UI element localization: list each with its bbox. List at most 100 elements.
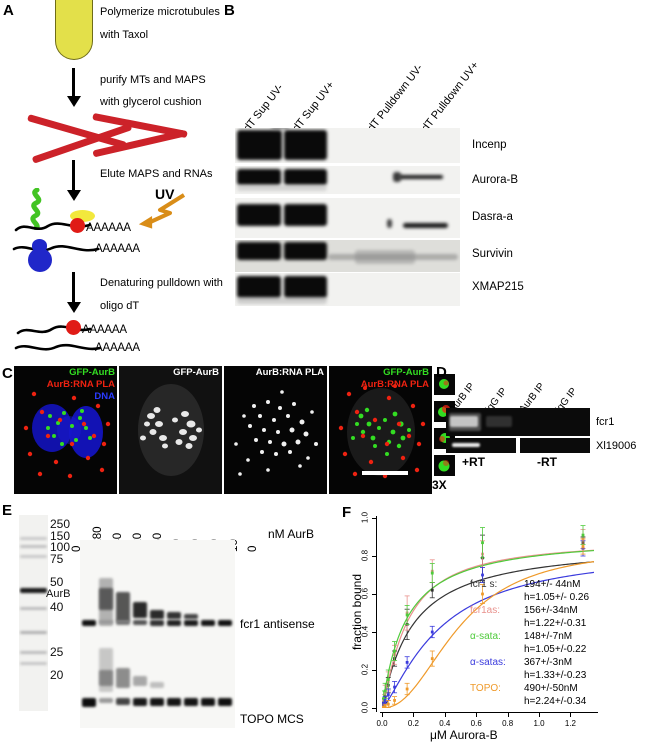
x-tick-label-4: 0.8 (502, 719, 514, 728)
panel-b-letter: B (224, 2, 235, 19)
y-tick-4 (372, 556, 376, 557)
gel-row-xl19006-plus-rt (446, 438, 516, 453)
band (237, 297, 327, 304)
band (284, 130, 327, 160)
topo-free-20 (201, 698, 215, 706)
protein-label-xmap215: XMAP215 (472, 281, 524, 293)
lane-label-dt-sup-uv-plus: dT Sup UV+ (290, 79, 337, 134)
band (237, 276, 281, 298)
rna-strand-3 (16, 325, 92, 335)
mw-marker-aurb: AurB (46, 588, 71, 600)
band (237, 242, 281, 260)
polyA-tail-2: AAAAAA (95, 243, 140, 255)
y-tick-3 (372, 594, 376, 595)
micrograph-content (138, 384, 204, 476)
x-axis-title: μM Aurora-B (430, 728, 498, 742)
legend-label-1: fcr1as: (470, 605, 501, 616)
legend-kd-4: 490+/-50nM (524, 683, 578, 694)
topo-free-1280 (99, 698, 113, 703)
step-denaturing: Denaturing pulldown with (100, 277, 223, 289)
band (284, 204, 327, 226)
green-rna-squiggle-icon (30, 188, 42, 230)
protein-label-survivin: Survivin (472, 248, 513, 260)
topo-shift-640 (116, 668, 130, 688)
y-tick-label-0: 0.0 (360, 701, 370, 714)
x-tick-label-0: 0.0 (376, 719, 388, 728)
micrograph-label-gfp-aurb-merge: GFP-AurB (383, 367, 429, 378)
polyA-tail-4: AAAAAA (95, 342, 140, 354)
ladder-band (20, 651, 47, 654)
protein-label-dasra-a: Dasra-a (472, 211, 513, 223)
band (393, 172, 401, 182)
arrow-2-head (67, 190, 81, 201)
legend-label-3: α-satas: (470, 657, 506, 668)
blot-row-incenp (235, 128, 460, 163)
legend-entry---sata: α-sata: 148+/-7nM (470, 630, 589, 643)
legend-hill-3: h=1.33+/-0.23 (524, 670, 587, 681)
scale-bar (362, 471, 408, 475)
legend-entry-fcr1-s: fcr1 s: 194+/- 44nM (470, 578, 589, 591)
uv-lightning-arrow-icon (138, 193, 186, 229)
x-tick-0 (382, 713, 383, 717)
panel-d-letter: D (436, 364, 447, 381)
band-shift-320 (133, 602, 147, 618)
band (284, 242, 327, 260)
legend-label-0: fcr1 s: (470, 579, 498, 590)
step-glycerol: with glycerol cushion (100, 96, 202, 108)
band (284, 169, 327, 185)
mw-marker-50: 50 (50, 575, 64, 589)
mw-marker-20: 20 (50, 668, 64, 682)
band-free-160 (150, 620, 164, 626)
x-tick-4 (507, 713, 509, 717)
arrow-1-shaft (72, 68, 75, 98)
x-tick-3 (476, 713, 478, 717)
ladder-band (20, 631, 47, 634)
plot-area (379, 518, 595, 709)
band-free-40 (184, 620, 198, 626)
ladder-band (20, 662, 47, 665)
blot-row-xmap215 (235, 273, 460, 306)
micrograph-content (23, 391, 111, 479)
red-protein-blob (70, 218, 85, 233)
step-polymerize: Polymerize microtubules (100, 6, 220, 18)
micrograph-pla (224, 366, 327, 494)
lane-label-dt-pulldown-uv-minus: dT Pulldown UV- (365, 62, 426, 134)
ladder-band-aurb (20, 588, 47, 593)
band-free-20 (201, 620, 215, 626)
polyA-tail-3: AAAAAA (82, 324, 127, 336)
inset-4 (434, 455, 455, 476)
legend-entry---satas: α-satas: 367+/-3nM (470, 656, 589, 669)
emsa-gel (80, 540, 235, 728)
step-purify: purify MTs and MAPS (100, 74, 206, 86)
x-tick-label-1: 0.2 (407, 719, 419, 728)
legend-hill-2: h=1.05+/-0.22 (524, 644, 587, 655)
legend-hill-4: h=2.24+/-0.34 (524, 696, 587, 707)
topo-band-lane1 (82, 698, 96, 707)
y-tick-2 (372, 632, 376, 633)
x-axis-line (380, 712, 598, 713)
y-tick-5 (372, 518, 376, 519)
band-shift-40 (184, 614, 198, 619)
legend-entry-fcr1as: fcr1as: 156+/-34nM (470, 604, 589, 617)
topo-free-10 (218, 698, 232, 706)
arrow-2-shaft (72, 160, 75, 192)
topo-shift-1280 (99, 670, 113, 686)
band (237, 204, 281, 226)
legend-label-2: α-sata: (470, 631, 501, 642)
mw-marker-100: 100 (50, 540, 71, 554)
band-glow (449, 413, 481, 431)
mw-marker-150: 150 (50, 529, 71, 543)
gel-row-fcr1 (446, 408, 590, 436)
mw-marker-25: 25 (50, 645, 64, 659)
binding-curves-svg (379, 525, 595, 709)
y-tick-label-3: 0.6 (360, 587, 370, 600)
step-taxol: with Taxol (100, 29, 149, 41)
band-free-probe (82, 620, 96, 626)
topo-free-160 (150, 698, 164, 706)
band (271, 128, 289, 130)
mw-marker-75: 75 (50, 552, 64, 566)
gel-row-xl19006-minus-rt (520, 438, 590, 453)
band-shift-640 (116, 592, 130, 622)
band-shift-80 (167, 612, 181, 619)
